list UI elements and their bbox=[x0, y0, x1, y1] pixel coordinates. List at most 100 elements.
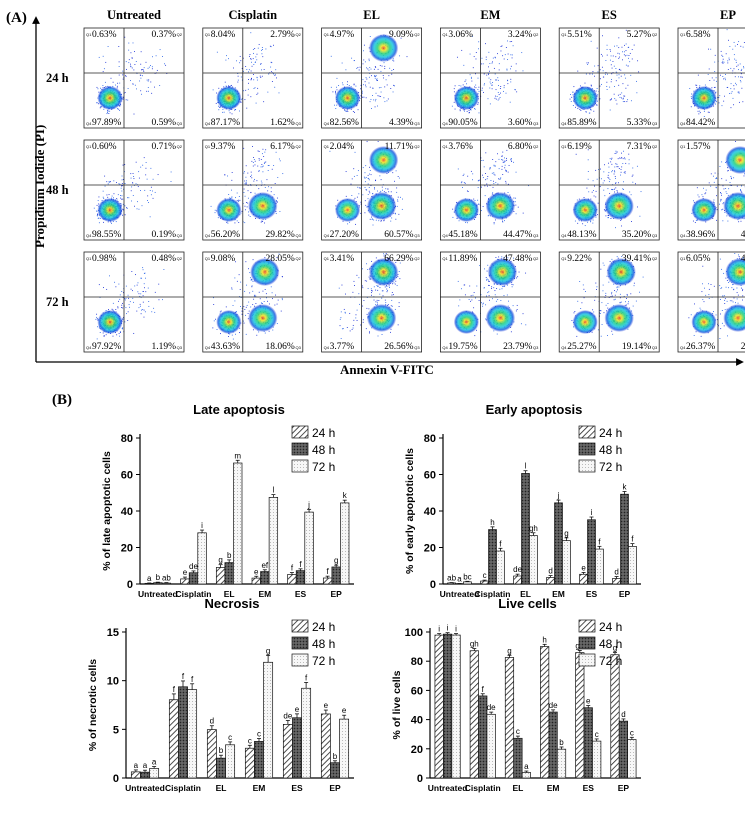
y-tick-label: 80 bbox=[424, 433, 436, 445]
dot-plot-frame bbox=[202, 27, 304, 129]
y-tick-label: 0 bbox=[127, 579, 133, 591]
significance-letter: h bbox=[542, 635, 546, 644]
chart-title: Necrosis bbox=[205, 596, 260, 611]
bar bbox=[216, 757, 226, 779]
density-hotspot bbox=[453, 86, 479, 110]
dot-plot: Q1 Q2 Q4 Q3 11.89% 47.48% 19.75% 23.79% bbox=[439, 251, 541, 353]
q4-value: 97.92% bbox=[92, 342, 121, 352]
quadrant-tag: Q4 bbox=[86, 121, 92, 126]
significance-letter: f bbox=[326, 567, 329, 576]
significance-letter: e bbox=[295, 705, 300, 714]
density-hotspot bbox=[725, 258, 745, 286]
bar bbox=[610, 654, 620, 779]
bar bbox=[488, 529, 497, 585]
bar bbox=[233, 462, 243, 585]
bar bbox=[331, 566, 341, 585]
legend-label: 24 h bbox=[599, 426, 622, 440]
significance-letter: b bbox=[219, 746, 224, 755]
dot-plot: Q1 Q2 Q4 Q3 2.04% 11.71% 27.20% 60.57% bbox=[321, 139, 423, 241]
q4-value: 84.42% bbox=[686, 118, 715, 128]
legend-label: 24 h bbox=[312, 426, 335, 440]
density-hotspot bbox=[723, 304, 745, 332]
q4-value: 38.96% bbox=[686, 230, 715, 240]
density-hotspot bbox=[725, 146, 745, 174]
q2-value: 44.43% bbox=[741, 254, 745, 264]
density-hotspot bbox=[572, 310, 598, 334]
quadrant-tag: Q1 bbox=[324, 32, 330, 37]
density-hotspot bbox=[604, 192, 634, 220]
density-hotspot bbox=[487, 258, 518, 286]
density-hotspot bbox=[572, 86, 598, 110]
significance-letter: b bbox=[227, 551, 232, 560]
q2-value: 2.79% bbox=[270, 30, 295, 40]
q1-value: 5.51% bbox=[567, 30, 592, 40]
category-label: EL bbox=[512, 783, 523, 793]
bar bbox=[618, 720, 628, 779]
density-hotspot bbox=[485, 304, 516, 332]
density-hotspot bbox=[368, 258, 399, 286]
bar bbox=[513, 575, 522, 585]
quadrant-tag: Q3 bbox=[295, 345, 301, 350]
y-tick-label: 80 bbox=[411, 656, 423, 668]
bar bbox=[161, 582, 172, 585]
category-label: EL bbox=[224, 589, 235, 599]
quadrant-tag: Q4 bbox=[86, 345, 92, 350]
bar bbox=[628, 546, 637, 585]
category-label: Untreated bbox=[125, 783, 165, 793]
significance-letter: f bbox=[631, 535, 634, 544]
quadrant-tag: Q1 bbox=[86, 144, 92, 149]
quadrant-tag: Q2 bbox=[533, 32, 539, 37]
significance-letter: g bbox=[218, 556, 222, 565]
legend-label: 48 h bbox=[599, 637, 622, 651]
quadrant-tag: Q1 bbox=[205, 32, 211, 37]
column-header: ES bbox=[602, 8, 617, 22]
category-label: EP bbox=[619, 589, 631, 599]
dot-plot: Q1 Q2 Q4 Q3 9.08% 28.05% 43.63% 18.06% bbox=[202, 251, 304, 353]
legend-label: 48 h bbox=[312, 637, 335, 651]
significance-letter: b bbox=[559, 738, 564, 747]
significance-letter: a bbox=[143, 761, 148, 770]
quadrant-tag: Q4 bbox=[442, 121, 448, 126]
quadrant-tag: Q1 bbox=[324, 256, 330, 261]
bar bbox=[480, 580, 489, 585]
bar bbox=[529, 535, 538, 585]
quadrant-tag: Q3 bbox=[295, 233, 301, 238]
q1-value: 6.58% bbox=[686, 30, 711, 40]
q3-value: 23.79% bbox=[503, 342, 532, 352]
column-header: EL bbox=[363, 8, 380, 22]
q3-value: 1.19% bbox=[151, 342, 176, 352]
significance-letter: e bbox=[183, 568, 188, 577]
q2-value: 0.37% bbox=[151, 30, 176, 40]
quadrant-tag: Q3 bbox=[533, 233, 539, 238]
y-tick-label: 40 bbox=[411, 715, 423, 727]
bar bbox=[575, 652, 585, 779]
q1-value: 6.05% bbox=[686, 254, 711, 264]
significance-letter: bc bbox=[463, 572, 471, 581]
q2-value: 0.48% bbox=[151, 254, 176, 264]
bar bbox=[225, 744, 236, 779]
dot-plot: Q1 Q2 Q4 Q3 3.76% 6.80% 45.18% 44.47% bbox=[439, 139, 541, 241]
bar bbox=[224, 562, 234, 585]
bar bbox=[546, 577, 555, 585]
q4-value: 27.20% bbox=[330, 230, 359, 240]
q1-value: 0.60% bbox=[92, 142, 117, 152]
legend-label: 48 h bbox=[599, 443, 622, 457]
bar bbox=[447, 582, 456, 585]
bar-chart: Necrosis % of necrotic cells 0 5 10 15 Untreat… bbox=[87, 596, 354, 793]
density-hotspot bbox=[368, 34, 399, 62]
category-label: Untreated bbox=[138, 589, 178, 599]
q4-value: 48.13% bbox=[567, 230, 596, 240]
q4-value: 25.27% bbox=[567, 342, 596, 352]
dot-plot: Q1 Q2 Q4 Q3 4.97% 9.09% 82.56% 4.39% bbox=[321, 27, 423, 129]
bar bbox=[469, 650, 479, 779]
quadrant-tag: Q1 bbox=[561, 256, 567, 261]
bar bbox=[556, 748, 567, 779]
q1-value: 3.06% bbox=[448, 30, 473, 40]
bar bbox=[304, 511, 314, 585]
bar bbox=[521, 772, 531, 779]
q1-value: 3.76% bbox=[448, 142, 473, 152]
significance-letter: f bbox=[598, 537, 601, 546]
quadrant-tag: Q3 bbox=[295, 121, 301, 126]
legend-swatch bbox=[578, 459, 596, 473]
q2-value: 6.80% bbox=[508, 142, 533, 152]
